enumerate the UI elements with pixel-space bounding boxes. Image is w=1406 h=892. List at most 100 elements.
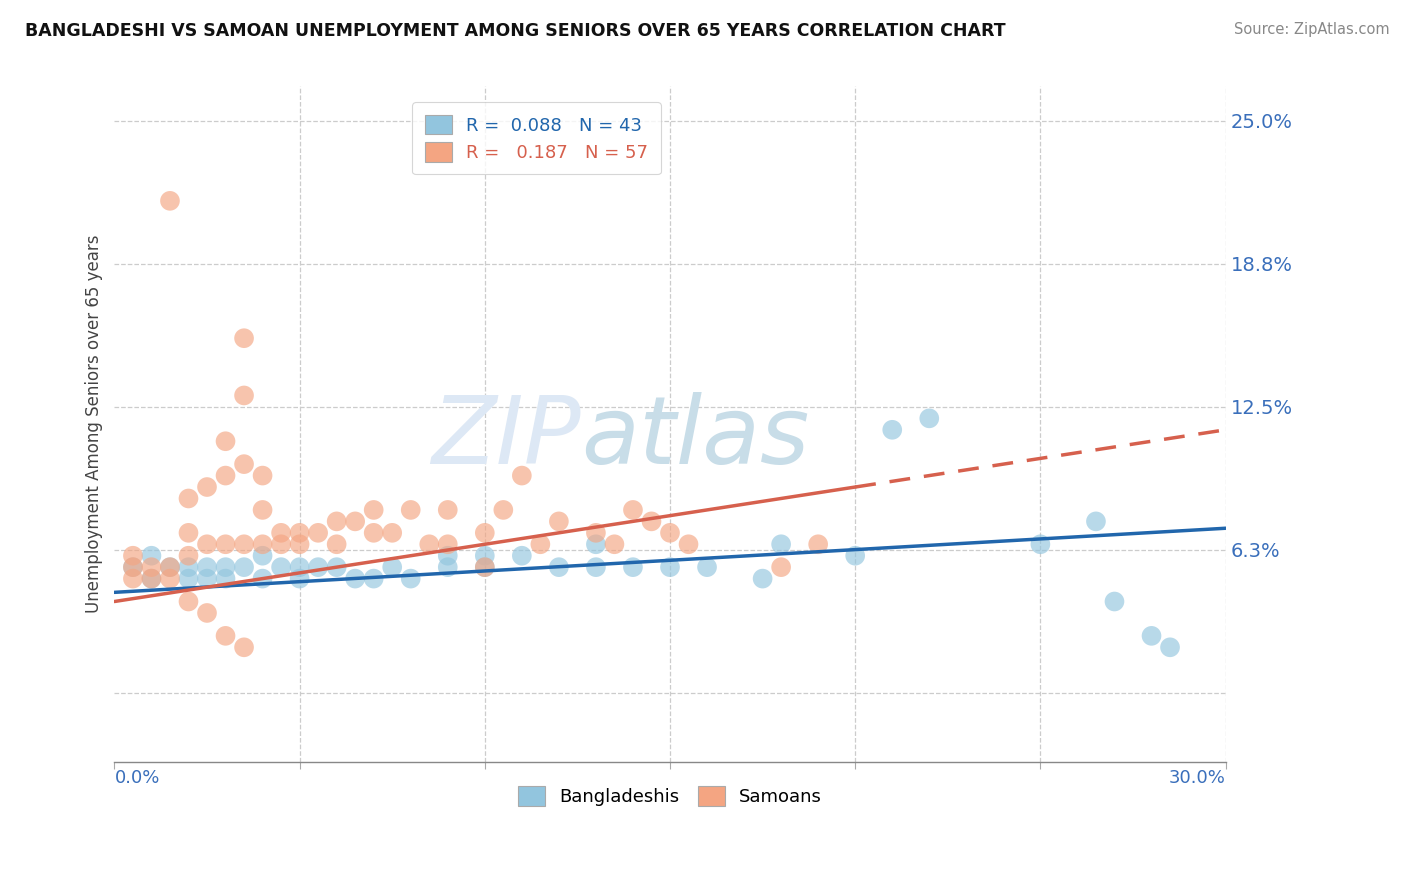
Point [177,549,200,563]
Point [474,560,496,574]
Point [640,514,662,528]
Point [399,572,422,586]
Point [214,629,236,643]
Point [252,572,274,586]
Point [882,423,904,437]
Point [659,560,682,574]
Point [678,537,700,551]
Point [1159,640,1181,655]
Point [195,480,218,494]
Point [363,572,385,586]
Point [122,560,145,574]
Point [1104,594,1126,608]
Point [141,572,163,586]
Point [363,525,385,540]
Point [214,468,236,483]
Point [177,525,200,540]
Point [1140,629,1163,643]
Point [381,525,404,540]
Point [233,331,256,345]
Point [214,560,236,574]
Point [141,549,163,563]
Point [585,537,607,551]
Point [233,388,256,402]
Text: atlas: atlas [581,392,810,483]
Point [399,503,422,517]
Point [270,525,292,540]
Point [363,503,385,517]
Point [288,560,311,574]
Point [288,525,311,540]
Point [177,572,200,586]
Point [621,560,644,574]
Point [918,411,941,425]
Point [621,503,644,517]
Point [547,560,569,574]
Point [159,572,181,586]
Text: Source: ZipAtlas.com: Source: ZipAtlas.com [1233,22,1389,37]
Point [288,537,311,551]
Point [177,491,200,506]
Point [603,537,626,551]
Point [252,503,274,517]
Point [270,560,292,574]
Point [547,68,569,82]
Point [122,572,145,586]
Point [436,560,458,574]
Point [141,560,163,574]
Y-axis label: Unemployment Among Seniors over 65 years: Unemployment Among Seniors over 65 years [86,235,103,614]
Point [214,537,236,551]
Point [585,525,607,540]
Point [325,537,347,551]
Point [510,468,533,483]
Point [1084,514,1107,528]
Point [418,537,440,551]
Point [344,514,367,528]
Point [252,468,274,483]
Point [252,537,274,551]
Point [195,560,218,574]
Point [307,525,329,540]
Point [141,572,163,586]
Point [344,572,367,586]
Point [547,514,569,528]
Point [474,560,496,574]
Point [492,503,515,517]
Point [696,560,718,574]
Point [751,572,773,586]
Point [177,560,200,574]
Point [325,560,347,574]
Point [770,537,793,551]
Point [288,572,311,586]
Point [122,549,145,563]
Point [159,560,181,574]
Point [159,560,181,574]
Point [122,560,145,574]
Point [510,549,533,563]
Point [436,537,458,551]
Point [474,549,496,563]
Text: 0.0%: 0.0% [114,769,160,787]
Point [436,503,458,517]
Point [233,457,256,471]
Point [233,537,256,551]
Point [214,572,236,586]
Point [1029,537,1052,551]
Point [159,194,181,208]
Point [659,525,682,540]
Point [195,606,218,620]
Point [233,640,256,655]
Point [381,560,404,574]
Point [214,434,236,449]
Text: BANGLADESHI VS SAMOAN UNEMPLOYMENT AMONG SENIORS OVER 65 YEARS CORRELATION CHART: BANGLADESHI VS SAMOAN UNEMPLOYMENT AMONG… [25,22,1005,40]
Point [195,537,218,551]
Point [307,560,329,574]
Point [807,537,830,551]
Point [325,514,347,528]
Point [177,594,200,608]
Point [436,549,458,563]
Point [844,549,866,563]
Point [233,560,256,574]
Legend: Bangladeshis, Samoans: Bangladeshis, Samoans [510,780,830,814]
Point [585,560,607,574]
